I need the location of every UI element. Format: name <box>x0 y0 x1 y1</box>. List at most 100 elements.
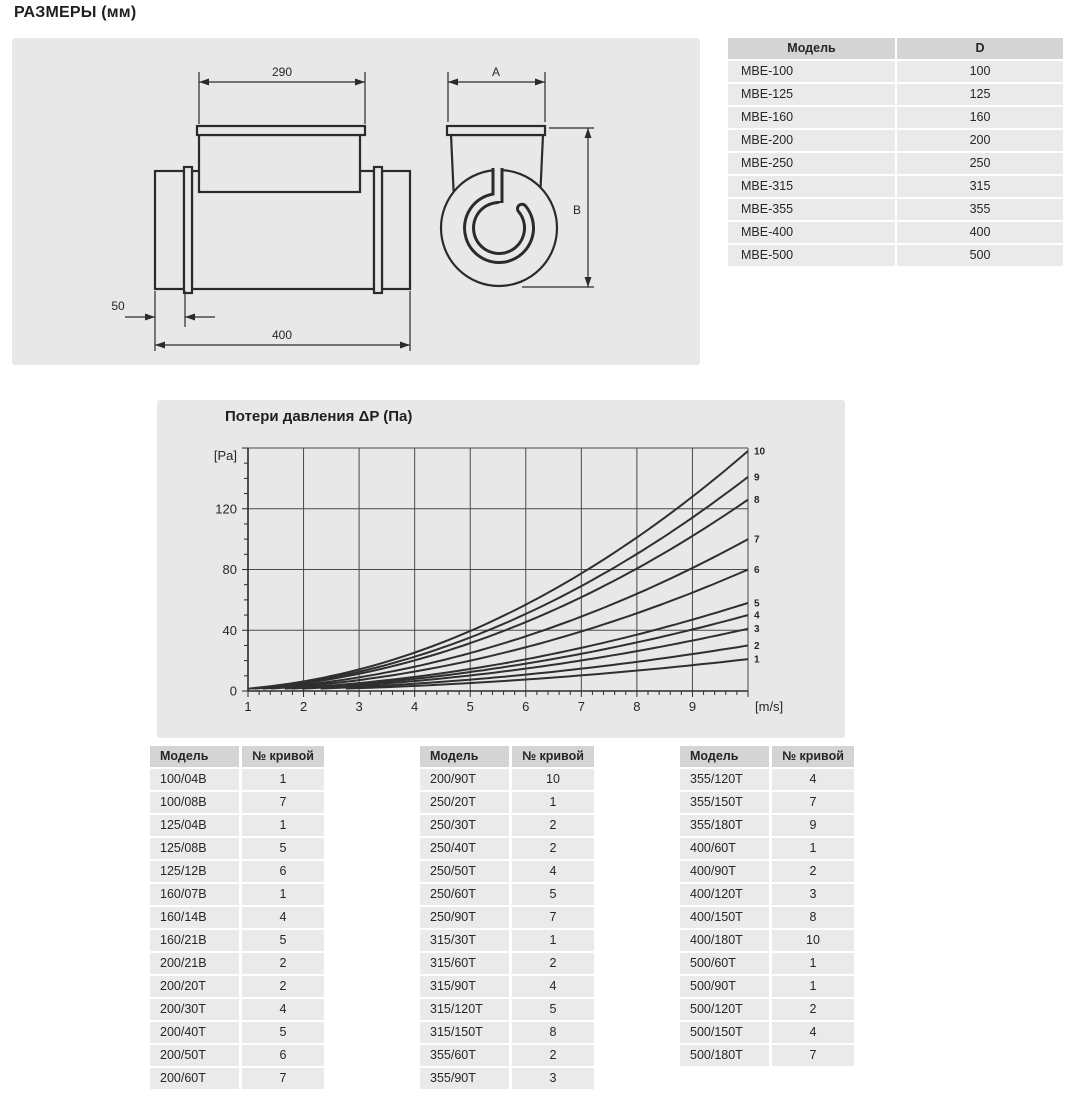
value-cell: 9 <box>772 815 854 836</box>
table-row: 200/40Т 5 <box>150 1022 324 1043</box>
table-row: МВЕ-200 200 <box>728 130 1063 151</box>
curve-10 <box>248 450 749 690</box>
table-row: 200/60Т 7 <box>150 1068 324 1089</box>
table-row: 400/150Т 8 <box>680 907 854 928</box>
table-row: 315/60Т 2 <box>420 953 594 974</box>
arrowhead <box>185 313 195 321</box>
table-row: 355/120Т 4 <box>680 769 854 790</box>
model-cell: МВЕ-500 <box>728 245 895 266</box>
model-cell: 125/04В <box>150 815 239 836</box>
value-cell: 2 <box>242 953 324 974</box>
model-cell: 315/60Т <box>420 953 509 974</box>
model-cell: 200/30Т <box>150 999 239 1020</box>
table-row: 250/20Т 1 <box>420 792 594 813</box>
dimension-a <box>447 72 546 122</box>
table-row: 100/08В 7 <box>150 792 324 813</box>
table-row: 400/60Т 1 <box>680 838 854 859</box>
arrowhead <box>155 341 165 349</box>
arrowhead <box>584 277 592 287</box>
table-row: 250/60Т 5 <box>420 884 594 905</box>
table-row: 500/90Т 1 <box>680 976 854 997</box>
column-header: № кривой <box>772 746 854 767</box>
model-cell: МВЕ-100 <box>728 61 895 82</box>
arrowhead <box>584 128 592 138</box>
table-row: МВЕ-160 160 <box>728 107 1063 128</box>
value-cell: 125 <box>897 84 1063 105</box>
model-cell: 315/90Т <box>420 976 509 997</box>
model-cell: 200/50Т <box>150 1045 239 1066</box>
table-row: 400/180Т 10 <box>680 930 854 951</box>
curve-table-2: Модель № кривой 200/90Т 10 250/20Т 1 250/30Т 2 2… <box>420 746 594 1089</box>
table-row: МВЕ-250 250 <box>728 153 1063 174</box>
value-cell: 1 <box>772 976 854 997</box>
value-cell: 3 <box>512 1068 594 1089</box>
curve-label-8: 8 <box>754 495 760 506</box>
table-row: 160/21В 5 <box>150 930 324 951</box>
arrowhead <box>199 78 209 86</box>
table-row: МВЕ-100 100 <box>728 61 1063 82</box>
value-cell: 5 <box>242 930 324 951</box>
curve-label-5: 5 <box>754 598 760 609</box>
flange-rib-right <box>372 165 384 295</box>
value-cell: 4 <box>242 999 324 1020</box>
model-cell: МВЕ-400 <box>728 222 895 243</box>
curve-table-3: Модель № кривой 355/120Т 4 355/150Т 7 355/180Т… <box>680 746 854 1066</box>
model-cell: 250/40Т <box>420 838 509 859</box>
table-row: 250/90Т 7 <box>420 907 594 928</box>
table-row: 500/60Т 1 <box>680 953 854 974</box>
value-cell: 500 <box>897 245 1063 266</box>
dim-label-50: 50 <box>111 299 125 313</box>
x-unit-label: [m/s] <box>755 699 783 714</box>
table-row: 355/60Т 2 <box>420 1045 594 1066</box>
y-tick-label: 0 <box>230 684 237 699</box>
dimension-400 <box>155 291 411 351</box>
curve-label-9: 9 <box>754 472 760 483</box>
value-cell: 5 <box>512 884 594 905</box>
model-cell: МВЕ-355 <box>728 199 895 220</box>
table-row: МВЕ-355 355 <box>728 199 1063 220</box>
x-tick-label: 6 <box>522 699 529 714</box>
value-cell: 7 <box>242 1068 324 1089</box>
value-cell: 5 <box>242 838 324 859</box>
column-header: № кривой <box>512 746 594 767</box>
arrowhead <box>400 341 410 349</box>
model-cell: 250/30Т <box>420 815 509 836</box>
table-row: 315/150Т 8 <box>420 1022 594 1043</box>
model-cell: МВЕ-200 <box>728 130 895 151</box>
curve-label-6: 6 <box>754 565 760 576</box>
duct-endcap-left <box>153 169 186 291</box>
y-tick-label: 80 <box>223 562 237 577</box>
y-unit-label: [Pa] <box>214 448 237 463</box>
column-header: Модель <box>728 38 895 59</box>
model-cell: 200/20Т <box>150 976 239 997</box>
value-cell: 6 <box>242 861 324 882</box>
value-cell: 1 <box>512 792 594 813</box>
model-cell: 315/30Т <box>420 930 509 951</box>
value-cell: 2 <box>242 976 324 997</box>
column-header: Модель <box>150 746 239 767</box>
value-cell: 5 <box>512 999 594 1020</box>
model-cell: 355/60Т <box>420 1045 509 1066</box>
table-row: 200/20Т 2 <box>150 976 324 997</box>
value-cell: 4 <box>512 861 594 882</box>
junction-box-lid-front <box>445 124 547 137</box>
curve-3 <box>302 627 749 690</box>
value-cell: 1 <box>512 930 594 951</box>
value-cell: 1 <box>242 769 324 790</box>
value-cell: 2 <box>772 861 854 882</box>
table-row: 160/07В 1 <box>150 884 324 905</box>
value-cell: 2 <box>512 1045 594 1066</box>
model-cell: 125/08В <box>150 838 239 859</box>
curve-9 <box>251 476 749 690</box>
table-row: 500/150Т 4 <box>680 1022 854 1043</box>
model-cell: 500/60Т <box>680 953 769 974</box>
model-cell: 100/04В <box>150 769 239 790</box>
table-row: 250/30Т 2 <box>420 815 594 836</box>
table-row: 500/120Т 2 <box>680 999 854 1020</box>
junction-box-side <box>197 133 362 194</box>
x-tick-label: 7 <box>578 699 585 714</box>
heating-element <box>463 165 535 264</box>
table-row: 355/180Т 9 <box>680 815 854 836</box>
table-row: МВЕ-500 500 <box>728 245 1063 266</box>
curve-1 <box>345 658 749 690</box>
